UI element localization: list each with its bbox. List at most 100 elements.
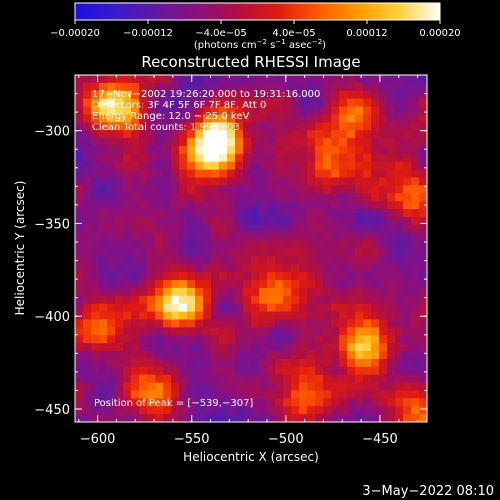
image-pixel [243,138,252,146]
image-pixel [403,383,412,391]
image-pixel [355,233,364,241]
image-pixel [323,351,332,359]
image-pixel [331,304,340,312]
image-pixel [323,114,332,122]
image-pixel [83,241,92,249]
image-pixel [91,414,100,422]
image-pixel [315,296,324,304]
image-pixel [395,390,404,398]
image-pixel [195,272,204,280]
image-pixel [267,280,276,288]
image-pixel [75,288,84,296]
image-pixel [387,288,396,296]
image-pixel [99,201,108,209]
image-pixel [355,138,364,146]
image-pixel [331,170,340,178]
image-pixel [395,162,404,170]
image-pixel [251,367,260,375]
image-pixel [315,272,324,280]
image-pixel [299,304,308,312]
image-pixel [91,233,100,241]
image-pixel [147,335,156,343]
image-pixel [179,233,188,241]
image-pixel [291,122,300,130]
image-pixel [323,225,332,233]
image-pixel [251,122,260,130]
image-pixel [395,359,404,367]
image-pixel [363,209,372,217]
image-pixel [203,343,212,351]
image-pixel [275,107,284,115]
image-pixel [331,201,340,209]
image-pixel [243,359,252,367]
annotation-clean: Clean Total counts: 1.99E+03 [92,122,240,133]
image-pixel [347,162,356,170]
image-pixel [123,138,132,146]
image-pixel [83,398,92,406]
image-pixel [147,193,156,201]
image-pixel [371,383,380,391]
image-pixel [251,359,260,367]
image-pixel [387,296,396,304]
image-pixel [115,304,124,312]
image-pixel [123,327,132,335]
image-pixel [211,146,220,154]
image-pixel [115,280,124,288]
image-pixel [387,83,396,91]
image-pixel [395,75,404,83]
image-pixel [355,272,364,280]
image-pixel [371,91,380,99]
image-pixel [163,233,172,241]
image-pixel [235,201,244,209]
image-pixel [251,193,260,201]
image-pixel [75,359,84,367]
image-pixel [267,335,276,343]
image-pixel [107,256,116,264]
image-pixel [355,304,364,312]
image-pixel [187,264,196,272]
image-pixel [395,122,404,130]
image-pixel [299,398,308,406]
image-pixel [251,414,260,422]
image-pixel [275,249,284,257]
image-pixel [219,304,228,312]
image-pixel [75,264,84,272]
image-pixel [99,138,108,146]
image-pixel [307,327,316,335]
image-pixel [419,154,428,162]
image-pixel [75,280,84,288]
image-pixel [339,193,348,201]
image-pixel [131,249,140,257]
image-pixel [147,249,156,257]
image-pixel [371,146,380,154]
image-pixel [227,241,236,249]
image-pixel [403,398,412,406]
image-pixel [83,351,92,359]
image-pixel [75,170,84,178]
image-pixel [243,122,252,130]
image-pixel [139,146,148,154]
image-pixel [179,185,188,193]
image-pixel [283,201,292,209]
image-pixel [83,170,92,178]
image-pixel [299,414,308,422]
image-pixel [203,335,212,343]
image-pixel [131,375,140,383]
image-pixel [139,319,148,327]
image-pixel [107,138,116,146]
image-pixel [355,217,364,225]
image-pixel [379,375,388,383]
image-pixel [99,288,108,296]
image-pixel [187,249,196,257]
image-pixel [195,288,204,296]
image-pixel [339,383,348,391]
image-pixel [363,130,372,138]
image-pixel [291,233,300,241]
image-pixel [363,264,372,272]
image-pixel [331,256,340,264]
image-pixel [123,249,132,257]
image-pixel [411,280,420,288]
image-pixel [411,375,420,383]
image-pixel [251,170,260,178]
image-pixel [163,327,172,335]
